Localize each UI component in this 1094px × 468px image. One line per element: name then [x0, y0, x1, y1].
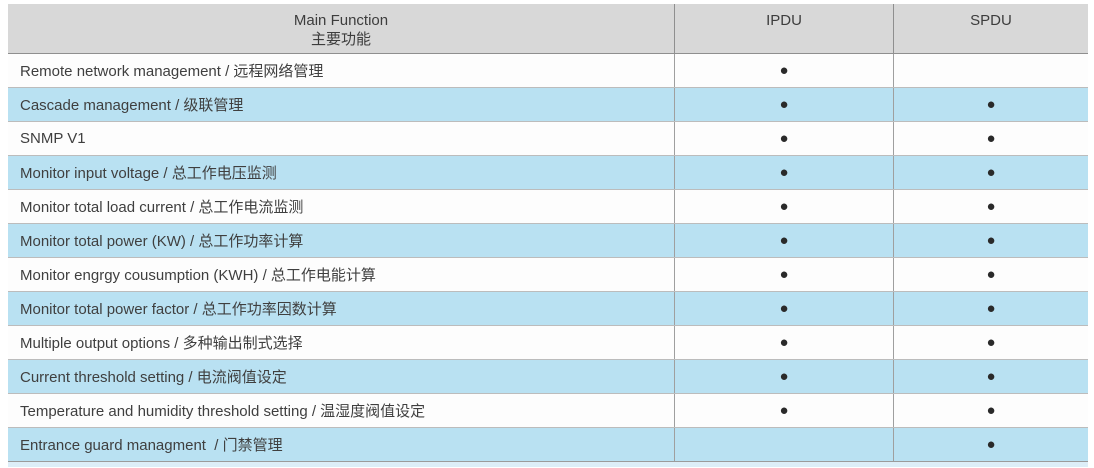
spdu-cell: ●	[893, 360, 1088, 393]
supported-dot-icon: ●	[779, 164, 789, 181]
supported-dot-icon: ●	[986, 368, 996, 385]
table-row: Cascade management / 级联管理 ● ●	[8, 88, 1088, 122]
header-main-function-zh: 主要功能	[310, 31, 371, 48]
table-row: Current threshold setting / 电流阀值设定 ● ●	[8, 360, 1088, 394]
header-column-ipdu: IPDU	[674, 4, 893, 53]
ipdu-cell: ●	[674, 394, 893, 427]
ipdu-cell: ●	[674, 156, 893, 189]
supported-dot-icon: ●	[779, 300, 789, 317]
table-row: Remote network management / 远程网络管理 ● ●	[8, 54, 1088, 88]
spdu-cell: ●	[893, 258, 1088, 291]
supported-dot-icon: ●	[779, 62, 789, 79]
ipdu-cell: ●	[674, 88, 893, 121]
table-row: Monitor engrgy cousumption (KWH) / 总工作电能…	[8, 258, 1088, 292]
ipdu-cell: ●	[674, 54, 893, 87]
function-label: Multiple output options / 多种输出制式选择	[20, 335, 303, 352]
spdu-cell: ●	[893, 224, 1088, 257]
spdu-cell: ●	[893, 54, 1088, 87]
function-label: Monitor input voltage / 总工作电压监测	[20, 165, 277, 182]
spdu-cell: ●	[893, 428, 1088, 461]
function-label: Monitor total power (KW) / 总工作功率计算	[20, 233, 304, 250]
table-row: SNMP V1 ● ●	[8, 122, 1088, 156]
table-row: Entrance guard managment / 门禁管理 ● ●	[8, 428, 1088, 462]
spdu-cell: ●	[893, 190, 1088, 223]
supported-dot-icon: ●	[779, 368, 789, 385]
supported-dot-icon: ●	[779, 334, 789, 351]
function-label: Temperature and humidity threshold setti…	[20, 403, 426, 420]
table-row: Monitor input voltage / 总工作电压监测 ● ●	[8, 156, 1088, 190]
supported-dot-icon: ●	[986, 266, 996, 283]
function-label: Remote network management / 远程网络管理	[20, 63, 324, 80]
spdu-cell: ●	[893, 122, 1088, 155]
spdu-cell: ●	[893, 394, 1088, 427]
ipdu-cell: ●	[674, 190, 893, 223]
supported-dot-icon: ●	[779, 402, 789, 419]
header-main-function-en: Main Function	[293, 12, 389, 29]
supported-dot-icon: ●	[779, 130, 789, 147]
ipdu-cell: ●	[674, 360, 893, 393]
function-label: Monitor total load current / 总工作电流监测	[20, 199, 304, 216]
ipdu-cell: ●	[674, 122, 893, 155]
header-column-spdu: SPDU	[893, 4, 1088, 53]
table-row: Monitor total load current / 总工作电流监测 ● ●	[8, 190, 1088, 224]
supported-dot-icon: ●	[986, 164, 996, 181]
function-label: Current threshold setting / 电流阀值设定	[20, 369, 287, 386]
supported-dot-icon: ●	[986, 130, 996, 147]
ipdu-cell: ●	[674, 224, 893, 257]
table-row: Monitor total power factor / 总工作功率因数计算 ●…	[8, 292, 1088, 326]
supported-dot-icon: ●	[986, 436, 996, 453]
supported-dot-icon: ●	[986, 232, 996, 249]
table-row: Temperature and humidity threshold setti…	[8, 394, 1088, 428]
feature-comparison-table: Main Function 主要功能 IPDU SPDU Remote netw…	[8, 4, 1088, 467]
header-main-function: Main Function 主要功能	[8, 4, 674, 53]
function-label: Monitor engrgy cousumption (KWH) / 总工作电能…	[20, 267, 376, 284]
supported-dot-icon: ●	[986, 402, 996, 419]
ipdu-cell: ●	[674, 428, 893, 461]
spdu-cell: ●	[893, 156, 1088, 189]
function-label: Entrance guard managment / 门禁管理	[20, 437, 283, 454]
supported-dot-icon: ●	[986, 300, 996, 317]
ipdu-cell: ●	[674, 326, 893, 359]
table-body: Remote network management / 远程网络管理 ● ● C…	[8, 54, 1088, 462]
supported-dot-icon: ●	[779, 266, 789, 283]
supported-dot-icon: ●	[986, 96, 996, 113]
table-row: Monitor total power (KW) / 总工作功率计算 ● ●	[8, 224, 1088, 258]
function-label: SNMP V1	[20, 130, 86, 147]
bottom-strip	[8, 462, 1088, 467]
table-row: Multiple output options / 多种输出制式选择 ● ●	[8, 326, 1088, 360]
function-label: Monitor total power factor / 总工作功率因数计算	[20, 301, 337, 318]
supported-dot-icon: ●	[779, 232, 789, 249]
spdu-cell: ●	[893, 326, 1088, 359]
supported-dot-icon: ●	[779, 96, 789, 113]
function-label: Cascade management / 级联管理	[20, 97, 244, 114]
spdu-cell: ●	[893, 88, 1088, 121]
supported-dot-icon: ●	[986, 198, 996, 215]
ipdu-cell: ●	[674, 258, 893, 291]
spdu-cell: ●	[893, 292, 1088, 325]
ipdu-cell: ●	[674, 292, 893, 325]
supported-dot-icon: ●	[986, 334, 996, 351]
supported-dot-icon: ●	[779, 198, 789, 215]
table-header-row: Main Function 主要功能 IPDU SPDU	[8, 4, 1088, 54]
